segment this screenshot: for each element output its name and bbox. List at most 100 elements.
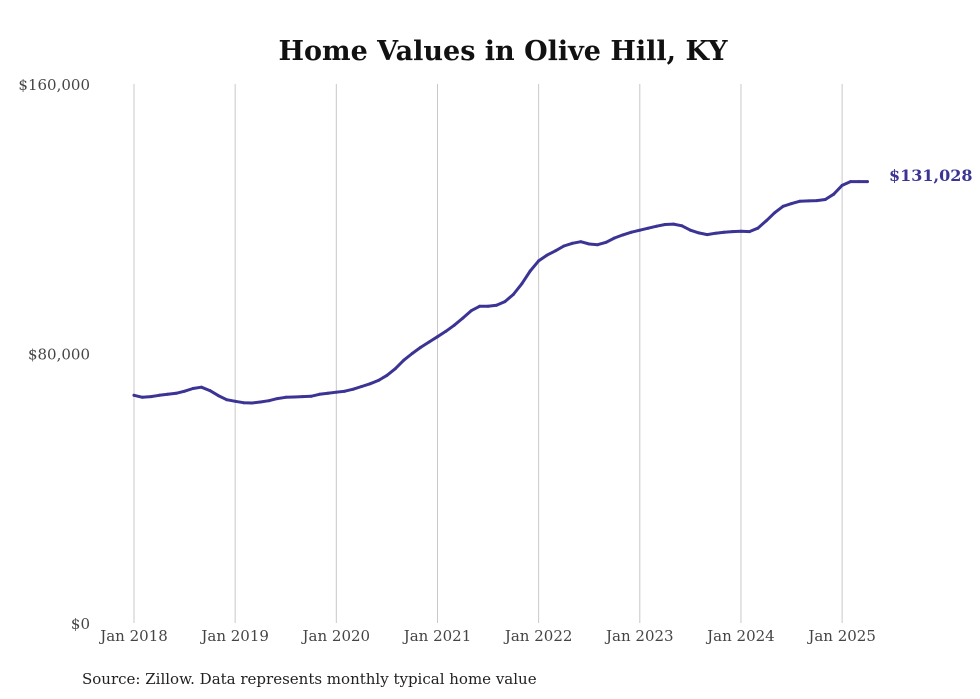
data-point [199, 385, 203, 389]
data-point [360, 385, 364, 388]
data-point [318, 392, 321, 396]
data-point [798, 199, 802, 203]
data-point [478, 304, 482, 308]
data-point [436, 335, 439, 339]
data-point [629, 230, 633, 234]
data-point [368, 382, 372, 386]
data-point [377, 378, 380, 382]
data-point [815, 199, 819, 203]
data-point [301, 395, 305, 399]
data-point [562, 244, 566, 248]
data-point [646, 226, 650, 230]
data-point [554, 249, 557, 253]
data-point [461, 316, 465, 320]
data-point [739, 229, 743, 233]
data-point [849, 180, 852, 184]
data-point [773, 211, 777, 215]
y-tick-label: $0 [71, 615, 90, 633]
data-point [132, 393, 136, 397]
data-point [242, 401, 246, 405]
data-point [334, 390, 338, 394]
home-value-line [132, 180, 869, 405]
y-tick-label: $160,000 [18, 76, 90, 94]
data-point [208, 389, 212, 393]
data-point [183, 389, 187, 393]
data-point [402, 358, 406, 362]
data-point [528, 269, 532, 273]
data-point [292, 395, 296, 399]
data-point [857, 180, 861, 184]
data-point [385, 373, 389, 377]
data-point [267, 399, 271, 403]
data-point [174, 391, 178, 395]
x-tick-label: Jan 2018 [98, 627, 168, 645]
data-point [351, 387, 355, 391]
data-point [225, 398, 229, 402]
data-point [140, 395, 144, 399]
data-point [469, 309, 473, 313]
source-note: Source: Zillow. Data represents monthly … [82, 670, 537, 688]
data-point [216, 394, 220, 398]
data-point [343, 389, 347, 393]
data-point [613, 236, 616, 240]
data-point [655, 224, 659, 228]
x-axis-ticks: Jan 2018 Jan 2019 Jan 2020 Jan 2021 Jan 2022… [98, 627, 876, 645]
data-point [587, 242, 591, 246]
data-point [621, 233, 625, 237]
data-point [865, 180, 869, 184]
data-point [680, 224, 684, 228]
data-point [840, 183, 844, 187]
data-point [258, 400, 262, 404]
data-point [309, 394, 313, 398]
data-point [604, 240, 608, 244]
x-tick-label: Jan 2019 [199, 627, 269, 645]
y-tick-label: $80,000 [28, 346, 90, 364]
data-point [747, 230, 751, 234]
vertical-gridlines [133, 84, 843, 623]
data-point [419, 345, 423, 349]
data-point [284, 395, 288, 399]
data-point [714, 231, 718, 235]
data-point [688, 228, 692, 232]
data-point [233, 399, 237, 403]
data-point [790, 202, 793, 206]
chart-title: Home Values in Olive Hill, KY [279, 36, 729, 67]
data-point [663, 223, 667, 226]
x-tick-label: Jan 2022 [503, 627, 573, 645]
data-point [250, 401, 254, 405]
data-point [275, 397, 279, 401]
data-point [672, 222, 675, 226]
data-point [157, 393, 161, 397]
x-tick-label: Jan 2020 [301, 627, 371, 645]
data-point [486, 304, 490, 308]
data-points [132, 180, 869, 405]
last-value-label: $131,028 [889, 166, 973, 185]
data-point [503, 300, 507, 304]
data-point [697, 231, 701, 235]
data-point [427, 340, 431, 344]
data-point [149, 395, 153, 399]
data-point [638, 228, 642, 232]
data-point [731, 230, 734, 234]
data-point [570, 241, 574, 245]
data-point [806, 199, 810, 203]
x-tick-label: Jan 2024 [705, 627, 775, 645]
x-tick-label: Jan 2023 [604, 627, 674, 645]
x-tick-label: Jan 2021 [402, 627, 472, 645]
data-point [781, 204, 785, 208]
data-point [410, 352, 414, 355]
data-point [579, 240, 583, 244]
data-point [444, 329, 448, 333]
x-tick-label: Jan 2025 [806, 627, 876, 645]
data-point [756, 226, 760, 230]
data-point [722, 230, 726, 234]
data-point [545, 253, 549, 257]
data-point [537, 259, 541, 263]
data-point [764, 219, 768, 223]
data-point [495, 303, 498, 307]
data-point [191, 387, 195, 390]
data-point [832, 192, 836, 196]
data-point [511, 293, 515, 296]
data-point [326, 391, 330, 395]
data-point [393, 367, 397, 371]
